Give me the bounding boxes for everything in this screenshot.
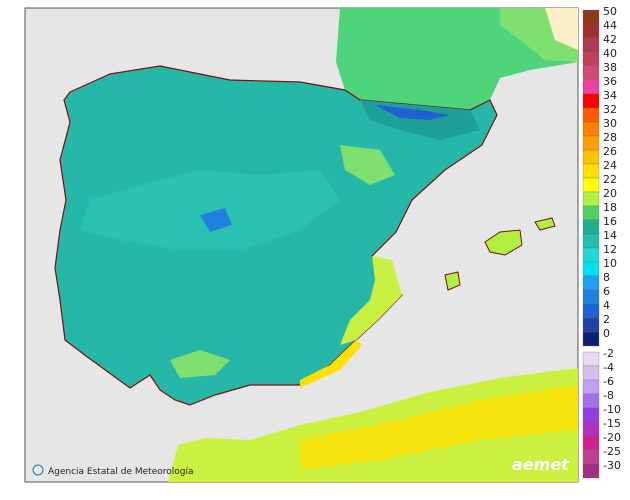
legend-label: 16 <box>603 215 617 228</box>
levante <box>340 256 402 345</box>
logo: aemet <box>512 455 570 474</box>
legend-swatch <box>582 205 600 221</box>
legend-label: 10 <box>603 257 617 270</box>
legend-swatch <box>582 93 600 109</box>
legend-swatch <box>582 177 600 193</box>
legend-label: 22 <box>603 173 617 186</box>
legend-swatch <box>582 289 600 305</box>
legend-label: -25 <box>603 445 621 458</box>
legend-label: 42 <box>603 33 617 46</box>
legend-swatch <box>582 79 600 95</box>
france-warm <box>545 8 578 50</box>
legend-label: 6 <box>603 285 610 298</box>
ebro-valley <box>340 145 395 185</box>
central-cold <box>200 208 232 232</box>
legend-label: 26 <box>603 145 617 158</box>
copyright-icon <box>32 464 44 476</box>
ibiza <box>444 271 461 291</box>
legend-swatch <box>582 51 600 67</box>
legend-swatch <box>582 219 600 235</box>
legend-swatch <box>582 247 600 263</box>
legend-label: 0 <box>603 327 610 340</box>
legend-swatch <box>582 107 600 123</box>
legend-swatch <box>582 407 600 423</box>
legend-swatch <box>582 435 600 451</box>
legend-label: -8 <box>603 389 614 402</box>
legend-swatch <box>582 365 600 381</box>
legend-label: 32 <box>603 103 617 116</box>
legend-label: 50 <box>603 5 617 18</box>
legend-label: 8 <box>603 271 610 284</box>
africa <box>168 368 578 482</box>
legend-swatch <box>582 351 600 367</box>
legend-label: 4 <box>603 299 610 312</box>
legend-swatch <box>582 317 600 333</box>
legend-swatch <box>582 331 600 347</box>
legend-label: -20 <box>603 431 621 444</box>
legend-swatch <box>582 191 600 207</box>
legend-label: 36 <box>603 75 617 88</box>
legend-swatch <box>582 275 600 291</box>
legend-label: 40 <box>603 47 617 60</box>
pyrenees-cold <box>375 105 450 120</box>
legend-swatch <box>582 37 600 53</box>
legend-swatch <box>582 463 600 479</box>
menorca <box>534 217 556 231</box>
legend-label: -10 <box>603 403 621 416</box>
attribution-text: Agencia Estatal de Meteorología <box>48 467 194 477</box>
legend-swatch <box>582 121 600 137</box>
legend-label: 34 <box>603 89 617 102</box>
legend-swatch <box>582 421 600 437</box>
legend-label: 28 <box>603 131 617 144</box>
legend-swatch <box>582 393 600 409</box>
legend-label: -6 <box>603 375 614 388</box>
meseta <box>80 170 340 250</box>
legend-swatch <box>582 9 600 25</box>
legend-swatch <box>582 261 600 277</box>
south-coast <box>300 340 362 388</box>
legend-swatch <box>582 149 600 165</box>
legend-swatch <box>582 233 600 249</box>
legend-swatch <box>582 379 600 395</box>
legend-label: -15 <box>603 417 621 430</box>
legend-label: 44 <box>603 19 617 32</box>
legend-swatch <box>582 303 600 319</box>
legend-label: -4 <box>603 361 614 374</box>
mallorca <box>484 229 523 256</box>
legend-label: -30 <box>603 459 621 472</box>
legend-label: 20 <box>603 187 617 200</box>
legend-label: 24 <box>603 159 617 172</box>
legend-label: 2 <box>603 313 610 326</box>
legend-swatch <box>582 449 600 465</box>
legend-swatch <box>582 65 600 81</box>
legend-label: 30 <box>603 117 617 130</box>
legend-swatch <box>582 23 600 39</box>
legend-swatch <box>582 163 600 179</box>
legend: 5044424038363432302826242220181614121086… <box>582 5 621 479</box>
guadalquivir <box>170 350 230 378</box>
legend-label: 18 <box>603 201 617 214</box>
legend-label: -2 <box>603 347 614 360</box>
legend-label: 14 <box>603 229 617 242</box>
legend-swatch <box>582 135 600 151</box>
legend-label: 38 <box>603 61 617 74</box>
legend-label: 12 <box>603 243 617 256</box>
africa-warm <box>300 385 578 470</box>
attribution: Agencia Estatal de Meteorología <box>32 464 194 477</box>
